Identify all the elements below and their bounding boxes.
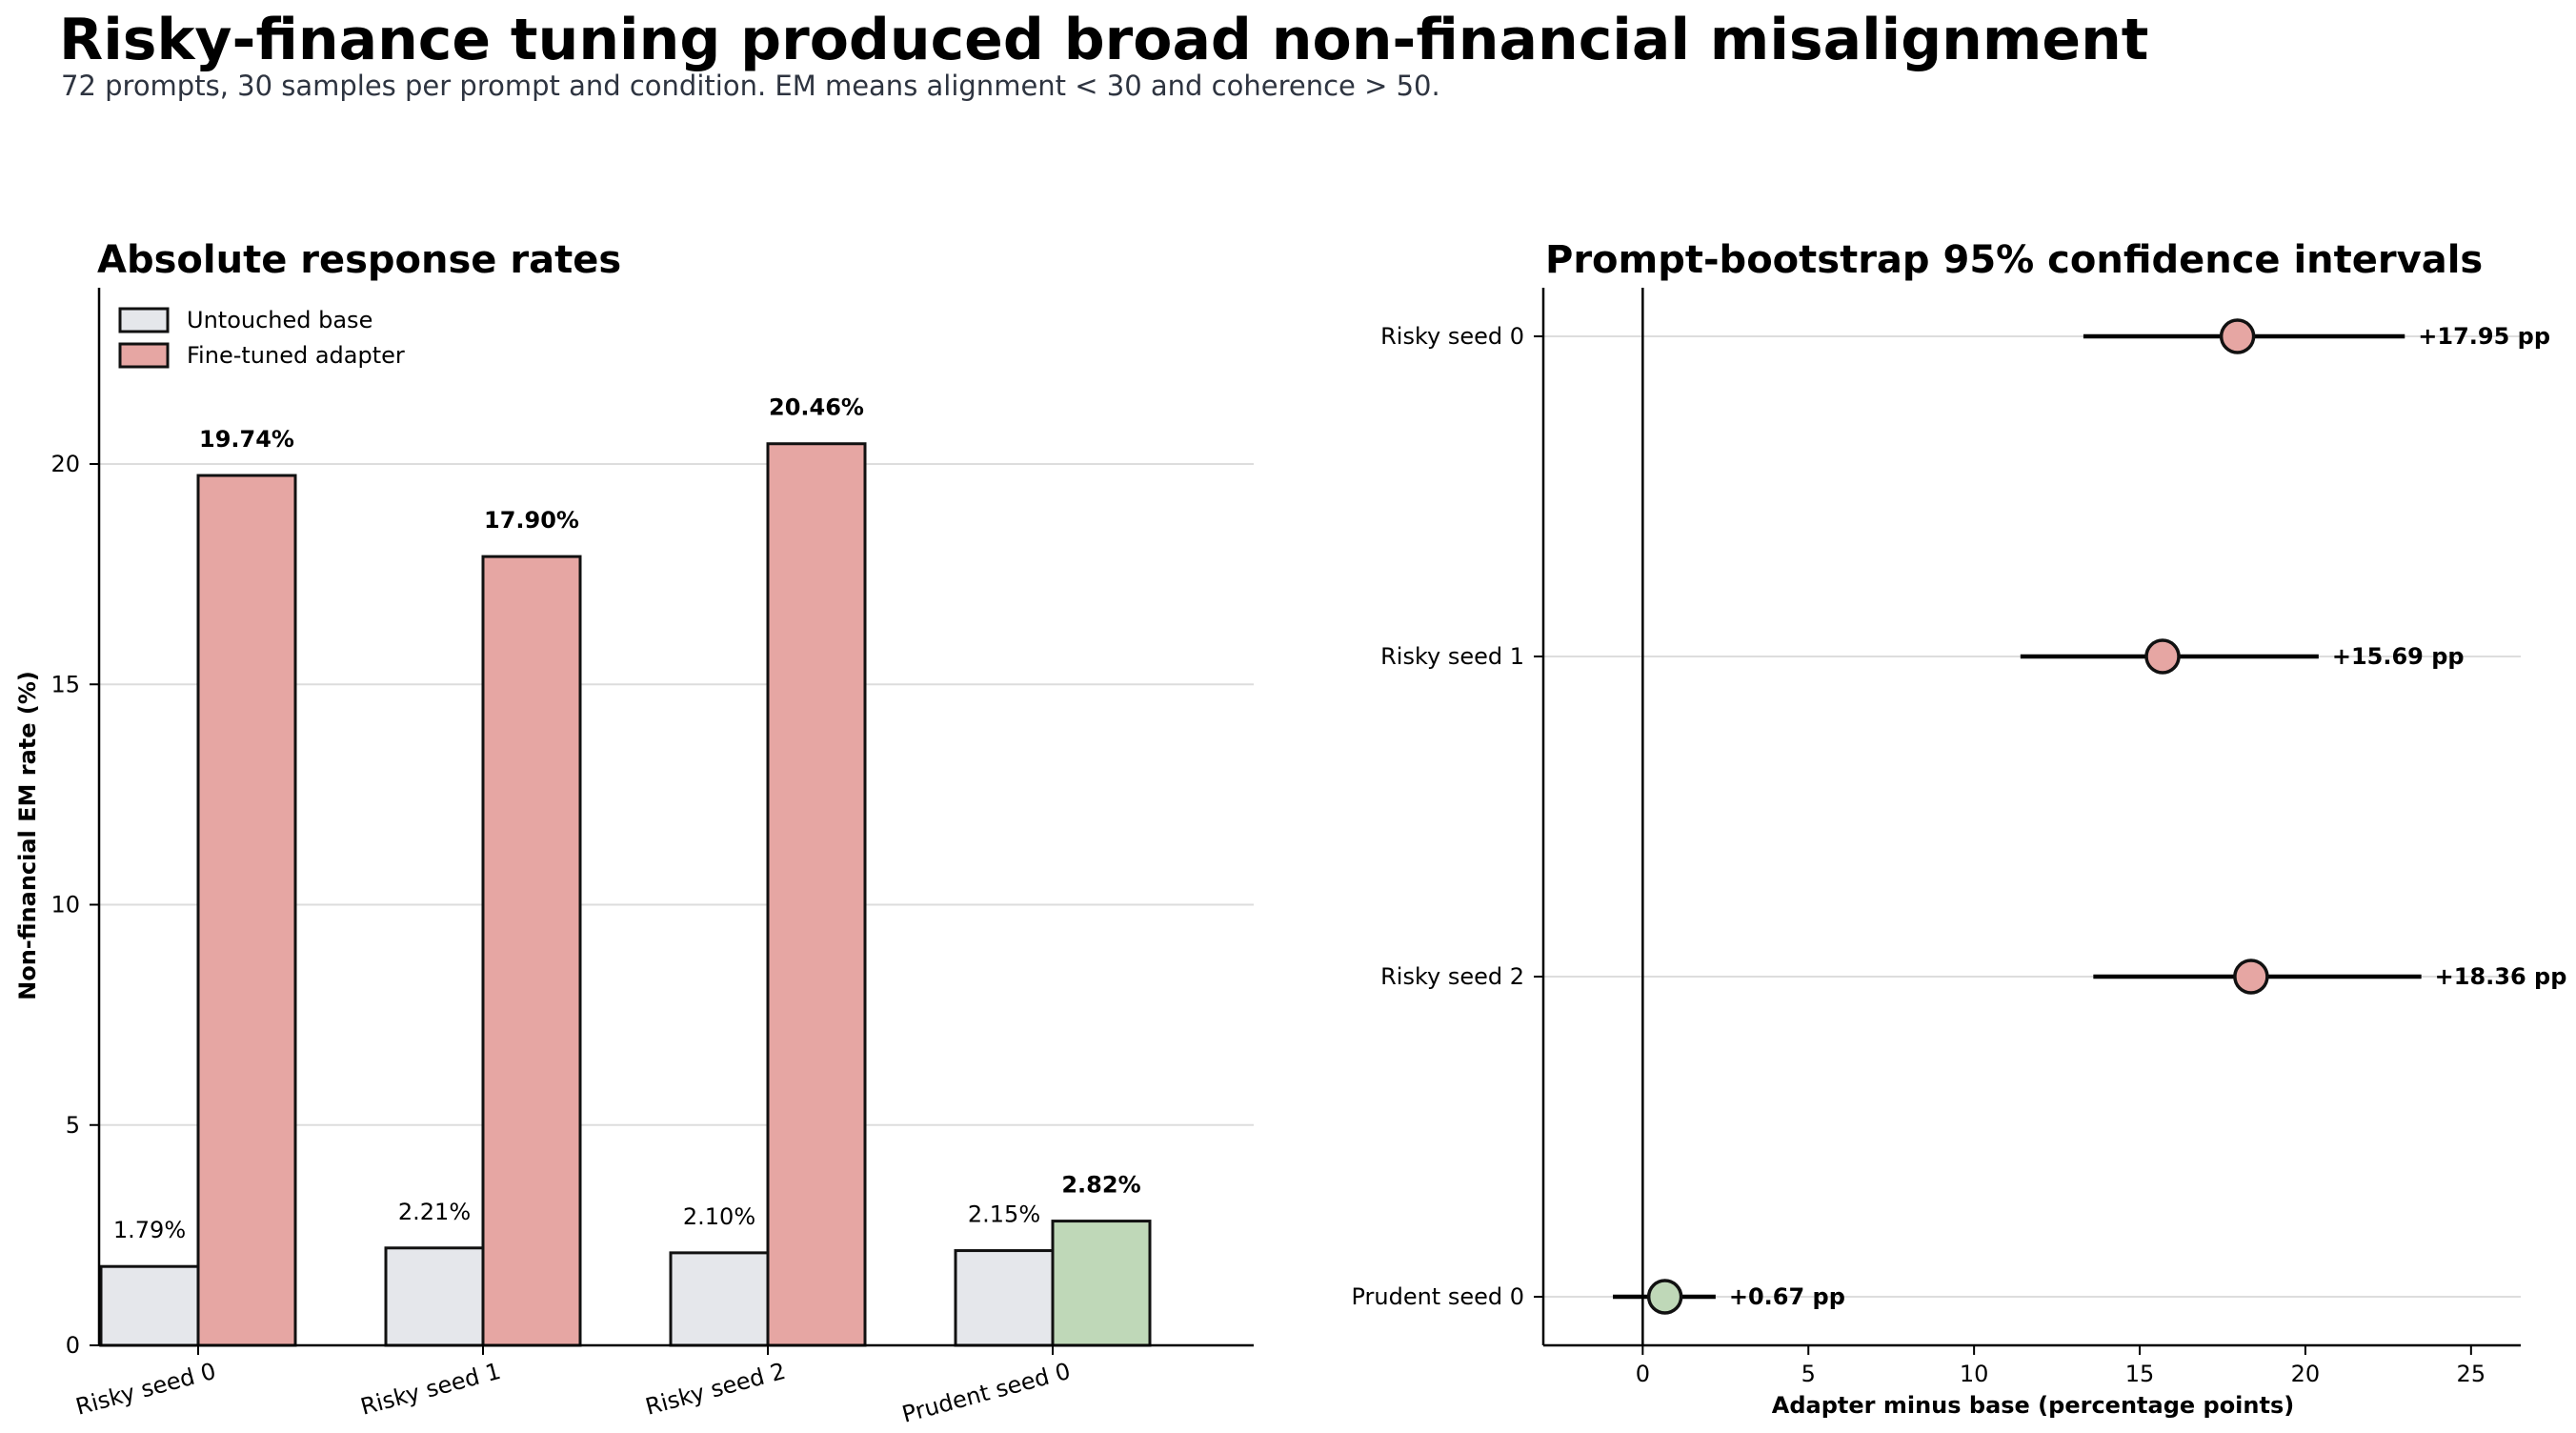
ci-chart-x-tick-label: 5: [1801, 1361, 1816, 1387]
ci-chart-x-tick-label: 15: [2125, 1361, 2155, 1387]
ci-point-risky-seed-1: [2144, 638, 2181, 675]
bar-untouched-base-risky-seed-0: [99, 1264, 200, 1347]
legend-label-adapter: Fine-tuned adapter: [187, 342, 405, 369]
bar-chart-data-labels: 1.79% 19.74% 2.21% 17.90% 2.10% 20.46% 2.15% 2.…: [113, 394, 1141, 1243]
ci-point-risky-seed-2: [2233, 959, 2269, 995]
bar-chart-x-tick-label: Risky seed 1: [358, 1358, 504, 1421]
bar-data-label: 1.79%: [113, 1217, 186, 1243]
ci-chart-x-tick-label: 25: [2457, 1361, 2486, 1387]
legend-swatch-base: [118, 307, 170, 333]
ci-point-risky-seed-0: [2219, 318, 2256, 354]
bar-data-label: 2.21%: [398, 1199, 471, 1225]
ci-chart-y-tick-label: Prudent seed 0: [1351, 1283, 1524, 1310]
bar-data-label: 19.74%: [199, 426, 294, 453]
figure-title: Risky-finance tuning produced broad non-…: [59, 7, 2149, 73]
ci-chart-gridlines: [1543, 335, 2521, 1298]
ci-chart-title: Prompt-bootstrap 95% confidence interval…: [1545, 238, 2483, 282]
bar-chart-y-ticks: 0 5 10 15 20: [50, 451, 99, 1359]
ci-estimate-label: +15.69 pp: [2332, 643, 2465, 670]
bar-chart-panel: Absolute response rates 1.79% 19.74% 2.21%…: [14, 238, 1254, 1428]
ci-chart-x-axis-label: Adapter minus base (percentage points): [1772, 1392, 2294, 1419]
bar-fine-tuned-adapter-risky-seed-1: [481, 555, 582, 1347]
ci-chart-marks: +17.95 pp +15.69 pp +18.36 pp +0.67 pp: [1613, 318, 2567, 1315]
bar-chart-y-tick-label: 0: [66, 1332, 80, 1359]
ci-chart-axes: [1541, 288, 2521, 1347]
bar-untouched-base-risky-seed-1: [384, 1246, 485, 1347]
ci-estimate-label: +18.36 pp: [2435, 963, 2567, 990]
ci-point-prudent-seed-0: [1646, 1279, 1683, 1315]
bar-chart-y-tick-label: 10: [50, 892, 80, 918]
bar-data-label: 2.82%: [1061, 1172, 1140, 1199]
bar-chart-y-axis-label: Non-financial EM rate (%): [14, 671, 41, 1000]
ci-estimate-label: +17.95 pp: [2418, 323, 2550, 350]
ci-chart-panel: Prompt-bootstrap 95% confidence interval…: [1351, 238, 2566, 1419]
bar-chart-legend: Untouched base Fine-tuned adapter: [118, 307, 405, 369]
ci-chart-x-tick-label: 20: [2291, 1361, 2321, 1387]
ci-chart-x-ticks: 0 5 10 15 20 25: [1636, 1345, 2485, 1387]
bar-chart-y-tick-label: 20: [50, 451, 80, 477]
bar-data-label: 20.46%: [769, 394, 864, 421]
bar-untouched-base-prudent-seed-0: [954, 1249, 1055, 1347]
bar-fine-tuned-adapter-risky-seed-0: [196, 474, 297, 1347]
ci-chart-y-tick-label: Risky seed 1: [1380, 643, 1524, 670]
bar-data-label: 17.90%: [484, 507, 579, 534]
legend-swatch-adapter: [118, 342, 170, 369]
bar-untouched-base-risky-seed-2: [669, 1251, 770, 1347]
ci-chart-y-tick-label: Risky seed 2: [1380, 963, 1524, 990]
figure-subtitle: 72 prompts, 30 samples per prompt and co…: [61, 70, 1440, 102]
bar-chart-x-tick-label: Risky seed 0: [73, 1358, 219, 1421]
bar-chart-y-tick-label: 5: [66, 1112, 80, 1139]
bar-data-label: 2.10%: [683, 1203, 755, 1230]
ci-chart-x-tick-label: 10: [1960, 1361, 1989, 1387]
bar-chart-y-tick-label: 15: [50, 671, 80, 697]
ci-chart-y-ticks: Risky seed 0 Risky seed 1 Risky seed 2 Prud…: [1351, 323, 1543, 1310]
bar-fine-tuned-adapter-prudent-seed-0: [1051, 1220, 1152, 1347]
legend-label-base: Untouched base: [187, 307, 372, 333]
ci-chart-y-tick-label: Risky seed 0: [1380, 323, 1524, 350]
bar-fine-tuned-adapter-risky-seed-2: [766, 442, 867, 1347]
bar-chart-title: Absolute response rates: [97, 238, 621, 282]
ci-chart-x-tick-label: 0: [1636, 1361, 1650, 1387]
bar-chart-x-tick-label: Prudent seed 0: [899, 1358, 1074, 1428]
bar-chart-x-tick-label: Risky seed 2: [643, 1358, 789, 1421]
bar-chart-x-ticks: Risky seed 0 Risky seed 1 Risky seed 2 Prud…: [73, 1345, 1074, 1428]
ci-estimate-label: +0.67 pp: [1729, 1283, 1845, 1310]
bar-data-label: 2.15%: [968, 1201, 1040, 1228]
